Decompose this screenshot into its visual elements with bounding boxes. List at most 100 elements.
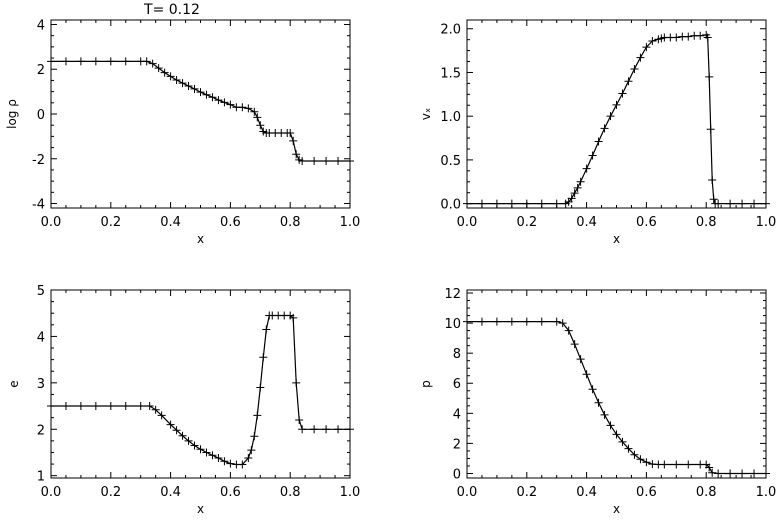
x-tick-label: 0.8	[280, 485, 301, 500]
data-point	[214, 454, 223, 463]
data-point	[624, 444, 633, 453]
data-point	[594, 137, 603, 146]
y-tick-label: 0	[453, 467, 461, 482]
x-axis-label: x	[613, 502, 620, 516]
data-point	[708, 468, 717, 477]
data-point	[238, 460, 247, 469]
chart-panel-4: 0.0 0.2 0.4 0.6 0.8 1.0 0 2 4 6 8 10 12 x p	[419, 287, 776, 516]
x-axis-label: x	[197, 502, 204, 516]
data-point	[121, 57, 130, 66]
x-tick-label: 1.0	[756, 215, 777, 230]
data-point	[250, 432, 259, 441]
data-point	[196, 88, 205, 97]
x-tick-label: 1.0	[340, 215, 361, 230]
data-point	[612, 430, 621, 439]
data-point	[762, 469, 770, 478]
data-point	[507, 199, 516, 208]
series-line	[467, 34, 766, 205]
y-tick-label: 0.5	[440, 154, 461, 169]
data-point	[588, 151, 597, 160]
series-line	[51, 314, 350, 466]
data-point	[537, 199, 546, 208]
figure-title: T= 0.12	[143, 2, 200, 18]
data-point	[208, 451, 217, 460]
data-point	[196, 445, 205, 454]
y-tick-label: 5	[37, 284, 45, 299]
x-tick-label: 1.0	[340, 485, 361, 500]
data-point	[552, 199, 561, 208]
data-point	[672, 460, 681, 469]
data-point	[190, 84, 199, 93]
plot-frame	[466, 19, 767, 209]
data-point	[91, 402, 100, 411]
x-tick-label: 0.0	[457, 485, 478, 500]
y-tick-label: 4	[37, 330, 45, 345]
data-point	[244, 104, 253, 113]
data-point	[738, 199, 747, 208]
data-point	[726, 469, 735, 478]
data-point	[76, 402, 85, 411]
x-tick-label: 0.4	[576, 485, 597, 500]
data-point	[750, 199, 759, 208]
data-point	[259, 353, 268, 362]
data-point	[573, 183, 582, 192]
data-point	[310, 157, 319, 165]
data-point	[160, 68, 169, 77]
data-point	[624, 77, 633, 86]
x-tick-label: 0.0	[41, 215, 62, 230]
data-point	[289, 313, 298, 322]
data-point	[250, 107, 259, 116]
data-point	[238, 103, 247, 112]
y-tick-label: 6	[453, 377, 461, 392]
data-point	[606, 421, 615, 430]
data-point	[636, 455, 645, 464]
data-point	[145, 402, 154, 411]
data-point	[463, 199, 471, 208]
data-point	[178, 79, 187, 88]
x-tick-label: 0.6	[220, 485, 241, 500]
data-point	[298, 157, 307, 165]
data-point	[492, 317, 501, 326]
series-line	[51, 60, 350, 162]
x-tick-label: 0.2	[100, 485, 121, 500]
data-point	[477, 199, 486, 208]
data-point	[582, 164, 591, 173]
data-point	[334, 425, 343, 434]
data-point	[463, 317, 471, 326]
plot-frame	[50, 19, 351, 209]
data-point	[154, 64, 163, 73]
data-point	[220, 98, 229, 107]
y-tick-label: 1	[37, 470, 45, 485]
chart-panel-2: 0.0 0.2 0.4 0.6 0.8 1.0 0.0 0.5 1.0 1.5 2.0 x vₓ	[419, 19, 777, 246]
y-tick-label: 10	[444, 317, 461, 332]
data-point	[47, 57, 55, 66]
y-axis-label: p	[419, 380, 433, 388]
data-point	[142, 57, 151, 66]
data-point	[642, 43, 651, 52]
data-point	[762, 199, 770, 208]
chart-panel-1: 0.0 0.2 0.4 0.6 0.8 1.0 -4 -2 0 2 4 x log ρ	[5, 18, 360, 246]
data-point	[247, 446, 256, 455]
data-point	[322, 425, 331, 434]
data-point	[672, 33, 681, 42]
data-point	[570, 189, 579, 198]
data-point	[606, 112, 615, 121]
data-point	[507, 317, 516, 326]
data-point	[244, 454, 253, 463]
y-tick-label: 2.0	[440, 23, 461, 38]
y-tick-label: 3	[37, 377, 45, 392]
x-tick-label: 1.0	[756, 485, 777, 500]
y-tick-label: 1.0	[440, 110, 461, 125]
x-tick-label: 0.4	[160, 485, 181, 500]
x-tick-label: 0.2	[100, 215, 121, 230]
data-point	[47, 402, 55, 411]
chart-panel-3: 0.0 0.2 0.4 0.6 0.8 1.0 1 2 3 4 5 x e	[7, 284, 360, 516]
data-point	[91, 57, 100, 66]
data-point	[750, 469, 759, 478]
data-point	[295, 415, 304, 424]
data-point	[172, 75, 181, 84]
series-line	[467, 321, 766, 475]
x-axis-label: x	[197, 232, 204, 246]
x-tick-label: 0.6	[636, 485, 657, 500]
x-tick-label: 0.4	[576, 215, 597, 230]
